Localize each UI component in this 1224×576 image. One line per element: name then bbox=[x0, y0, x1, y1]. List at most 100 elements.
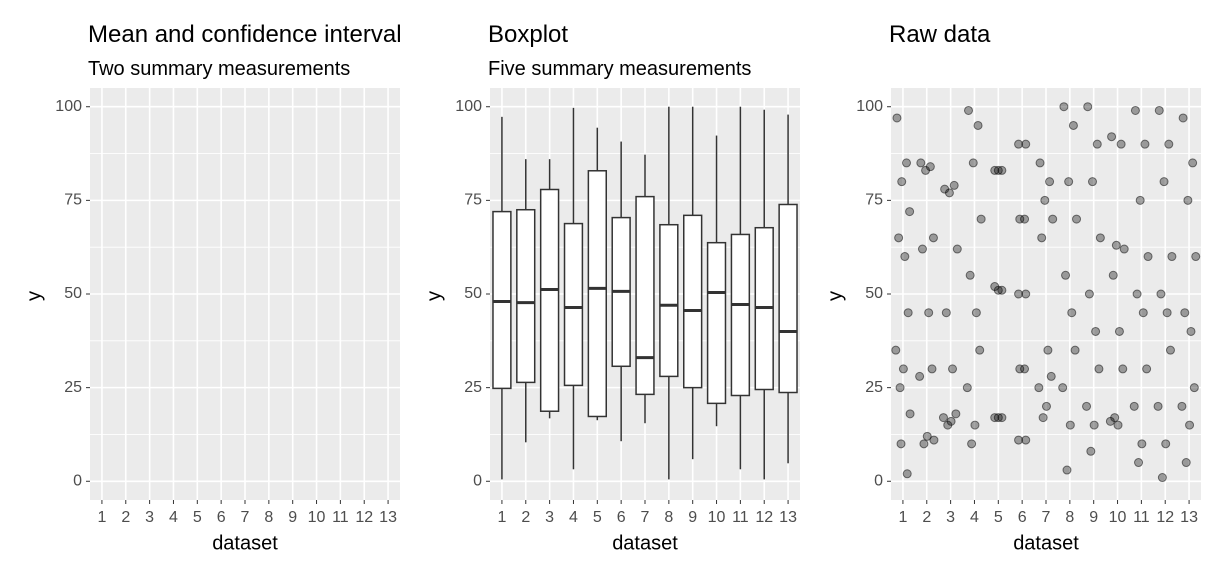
point bbox=[1015, 364, 1025, 374]
point bbox=[993, 413, 1003, 423]
x-tick-label: 8 bbox=[664, 509, 673, 526]
x-tick-label: 2 bbox=[121, 509, 130, 526]
point bbox=[1186, 326, 1196, 336]
point bbox=[1059, 102, 1069, 112]
point bbox=[1061, 270, 1071, 280]
point bbox=[1119, 244, 1129, 254]
x-tick-label: 13 bbox=[779, 509, 797, 526]
x-tick-label: 11 bbox=[1133, 509, 1150, 526]
point bbox=[1181, 458, 1191, 468]
y-tick-label: 100 bbox=[55, 98, 82, 115]
point bbox=[1177, 401, 1187, 411]
point bbox=[1083, 102, 1093, 112]
y-axis-title: y bbox=[423, 291, 445, 301]
box bbox=[587, 170, 607, 418]
point bbox=[891, 345, 901, 355]
y-tick-label: 100 bbox=[455, 98, 482, 115]
y-tick-label: 0 bbox=[473, 472, 482, 489]
x-tick-label: 5 bbox=[193, 509, 202, 526]
point bbox=[1089, 420, 1099, 430]
y-tick-label: 50 bbox=[64, 285, 82, 302]
x-tick-label: 9 bbox=[1089, 509, 1098, 526]
y-axis-title: y bbox=[23, 291, 45, 301]
point bbox=[973, 120, 983, 130]
point bbox=[902, 469, 912, 479]
point bbox=[1178, 113, 1188, 123]
x-tick-label: 8 bbox=[1065, 509, 1074, 526]
point bbox=[1156, 289, 1166, 299]
point bbox=[1058, 383, 1068, 393]
x-tick-label: 6 bbox=[1018, 509, 1027, 526]
x-tick-label: 7 bbox=[641, 509, 650, 526]
point bbox=[1062, 465, 1072, 475]
point bbox=[1092, 139, 1102, 149]
point bbox=[1041, 401, 1051, 411]
point bbox=[1084, 289, 1094, 299]
point bbox=[1064, 177, 1074, 187]
point bbox=[976, 214, 986, 224]
x-tick-label: 5 bbox=[994, 509, 1003, 526]
x-tick-label: 3 bbox=[946, 509, 955, 526]
point bbox=[892, 113, 902, 123]
point bbox=[1140, 139, 1150, 149]
point bbox=[1107, 132, 1117, 142]
point bbox=[1183, 195, 1193, 205]
point bbox=[1135, 195, 1145, 205]
x-axis-title: dataset bbox=[1013, 532, 1079, 554]
point bbox=[1165, 345, 1175, 355]
point bbox=[1180, 308, 1190, 318]
point bbox=[1091, 326, 1101, 336]
point bbox=[1113, 420, 1123, 430]
box bbox=[635, 195, 655, 396]
y-tick-label: 75 bbox=[865, 192, 883, 209]
point bbox=[928, 233, 938, 243]
chart-subtitle: Five summary measurements bbox=[488, 58, 751, 80]
point bbox=[929, 435, 939, 445]
x-tick-label: 11 bbox=[732, 509, 749, 526]
x-axis-title: dataset bbox=[612, 532, 678, 554]
y-axis-title: y bbox=[824, 291, 846, 301]
box bbox=[730, 233, 751, 397]
point bbox=[1188, 158, 1198, 168]
point bbox=[1035, 158, 1045, 168]
x-tick-label: 9 bbox=[688, 509, 697, 526]
point bbox=[1161, 439, 1171, 449]
box bbox=[516, 208, 536, 384]
point bbox=[1037, 233, 1047, 243]
point bbox=[1185, 420, 1195, 430]
point bbox=[1020, 364, 1030, 374]
point bbox=[1014, 289, 1024, 299]
x-tick-label: 6 bbox=[617, 509, 626, 526]
point bbox=[1159, 177, 1169, 187]
point bbox=[1015, 214, 1025, 224]
point bbox=[993, 165, 1003, 175]
point bbox=[1108, 270, 1118, 280]
point bbox=[1118, 364, 1128, 374]
y-tick-label: 25 bbox=[64, 379, 82, 396]
point bbox=[965, 270, 975, 280]
point bbox=[1110, 413, 1120, 423]
point bbox=[1045, 177, 1055, 187]
point bbox=[1043, 345, 1053, 355]
x-tick-label: 3 bbox=[145, 509, 154, 526]
point bbox=[967, 439, 977, 449]
x-tick-label: 12 bbox=[1156, 509, 1174, 526]
point bbox=[1129, 401, 1139, 411]
chart-title: Mean and confidence interval bbox=[88, 21, 402, 48]
point bbox=[1065, 420, 1075, 430]
point bbox=[919, 439, 929, 449]
y-tick-label: 0 bbox=[874, 472, 883, 489]
point bbox=[1040, 195, 1050, 205]
x-tick-label: 1 bbox=[898, 509, 907, 526]
x-tick-label: 4 bbox=[569, 509, 578, 526]
x-tick-label: 10 bbox=[1109, 509, 1127, 526]
point bbox=[905, 207, 915, 217]
point bbox=[943, 420, 953, 430]
point bbox=[1014, 139, 1024, 149]
point bbox=[970, 420, 980, 430]
point bbox=[897, 177, 907, 187]
x-axis-title: dataset bbox=[212, 532, 278, 554]
point bbox=[1021, 139, 1031, 149]
